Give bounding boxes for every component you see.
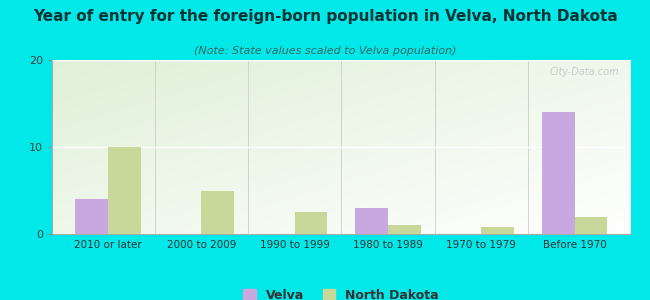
Text: Year of entry for the foreign-born population in Velva, North Dakota: Year of entry for the foreign-born popul… xyxy=(32,9,617,24)
Bar xyxy=(202,190,234,234)
Legend: Velva, North Dakota: Velva, North Dakota xyxy=(244,289,439,300)
Text: (Note: State values scaled to Velva population): (Note: State values scaled to Velva popu… xyxy=(194,46,456,56)
Bar xyxy=(294,212,327,234)
Text: City-Data.com: City-Data.com xyxy=(549,67,619,77)
Bar xyxy=(388,225,421,234)
Bar xyxy=(108,147,140,234)
Bar xyxy=(481,227,514,234)
Bar xyxy=(542,112,575,234)
Bar xyxy=(356,208,388,234)
Bar xyxy=(75,199,108,234)
Bar xyxy=(575,217,607,234)
